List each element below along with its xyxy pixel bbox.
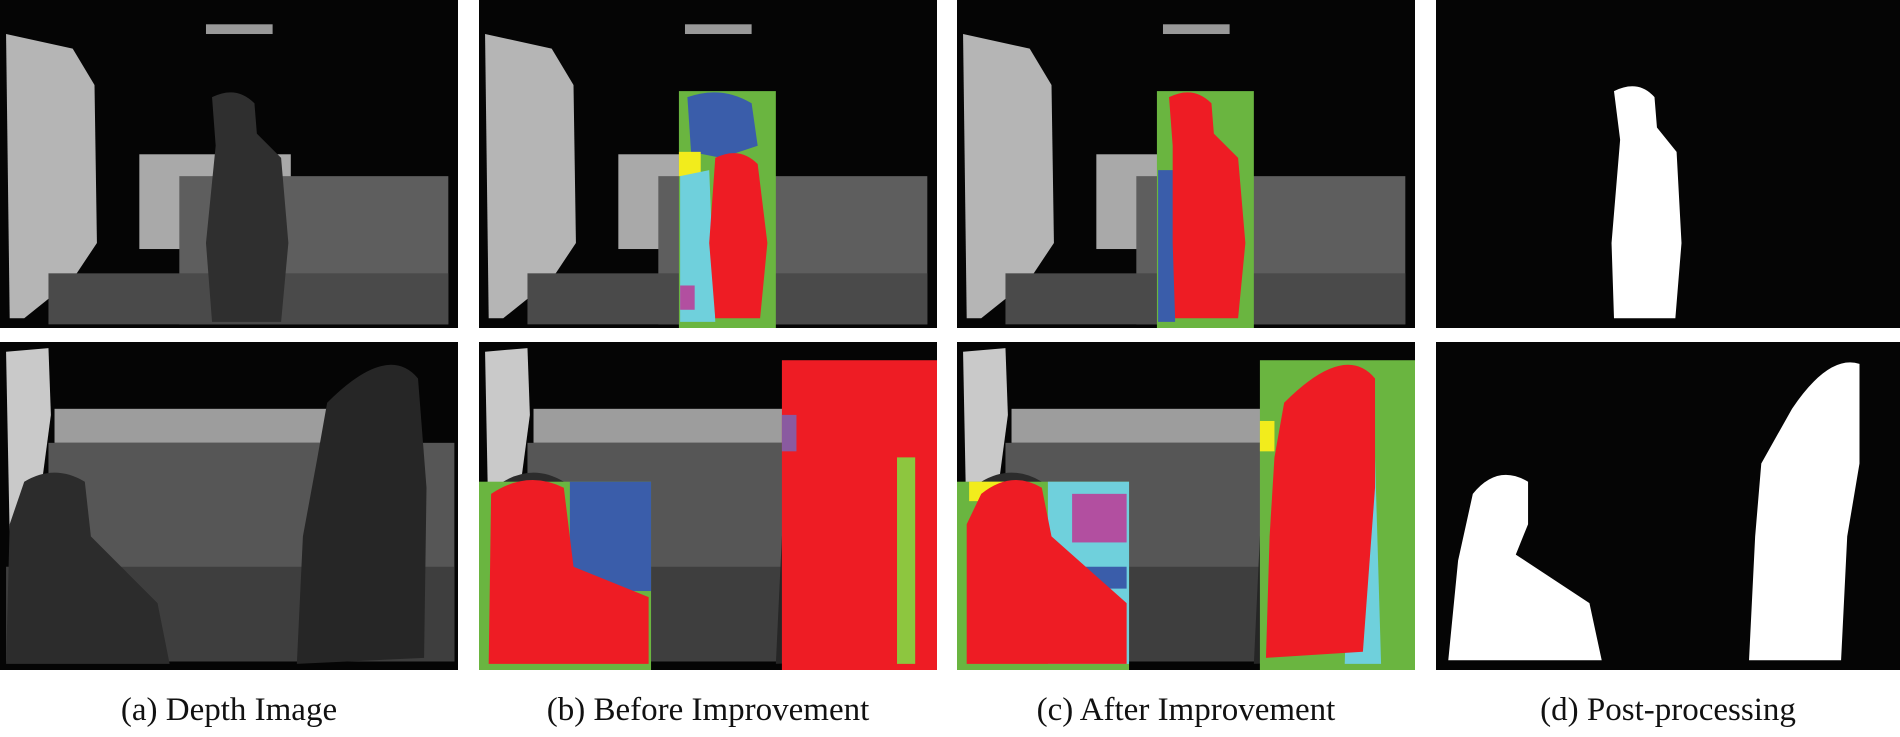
depth-scene: [0, 342, 458, 670]
after-improvement-scene-2: [957, 342, 1415, 670]
depth-image-scene-2: [0, 342, 458, 670]
segment-person: [1265, 364, 1376, 658]
segment-magenta: [781, 414, 797, 452]
caption-c: (c) After Improvement: [1036, 692, 1336, 728]
segment-magenta: [680, 285, 695, 310]
person-mask: [1749, 362, 1860, 661]
segment-yellow: [1259, 420, 1275, 452]
post-processing-scene-1: [1436, 0, 1900, 328]
segment-magenta: [1072, 493, 1127, 543]
person-mask: [1611, 86, 1682, 319]
caption-b: (b) Before Improvement: [546, 692, 870, 728]
segment-cyan: [680, 170, 716, 322]
segment-blue: [1158, 170, 1176, 322]
person-mask: [1448, 474, 1602, 661]
post-processing-scene-2: [1436, 342, 1900, 670]
depth-image-scene-1: [0, 0, 458, 328]
caption-a: (a) Depth Image: [120, 692, 338, 728]
before-improvement-scene-2: [479, 342, 937, 670]
before-improvement-scene-1: [479, 0, 937, 328]
after-improvement-scene-1: [957, 0, 1415, 328]
segment-person: [966, 479, 1127, 664]
segment-person: [709, 153, 768, 319]
segment-blue: [687, 92, 758, 158]
segment-green: [897, 457, 916, 664]
segment-yellow: [678, 151, 701, 177]
depth-scene: [0, 0, 458, 328]
caption-d: (d) Post-processing: [1540, 692, 1796, 728]
segment-person: [488, 479, 649, 664]
segment-person: [1169, 92, 1246, 319]
